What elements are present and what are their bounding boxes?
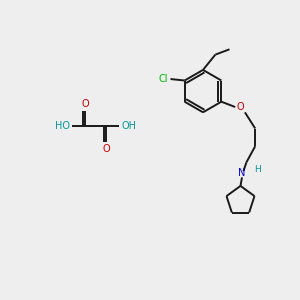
Text: H: H bbox=[254, 165, 261, 174]
Text: O: O bbox=[237, 102, 244, 112]
Text: HO: HO bbox=[55, 122, 70, 131]
Text: O: O bbox=[103, 144, 110, 154]
Text: O: O bbox=[81, 99, 89, 109]
Text: N: N bbox=[238, 168, 246, 178]
Text: Cl: Cl bbox=[158, 74, 168, 84]
Text: OH: OH bbox=[122, 122, 137, 131]
